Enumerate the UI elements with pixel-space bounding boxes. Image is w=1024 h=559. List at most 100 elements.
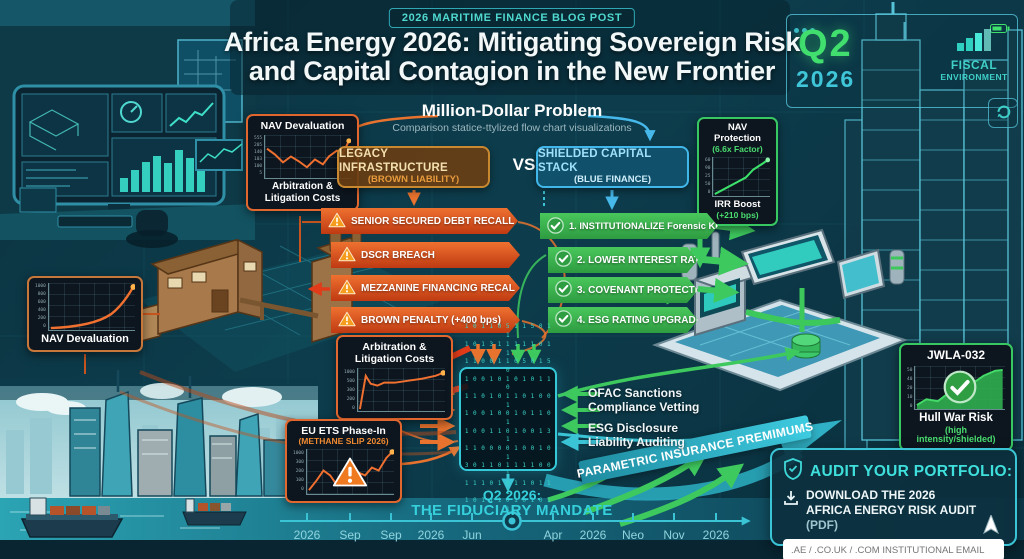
panel-title: NAV Devaluation (41, 333, 129, 345)
benefit-banner-label: 4. ESG RATING UPGRADE (577, 314, 703, 326)
nav-protection-chart (712, 157, 770, 198)
risk-banner-label: SENIOR SECURED DEBT RECALL (351, 215, 515, 227)
esg-line2: Liability Auditing (588, 435, 685, 450)
eu-ets-chart (305, 449, 394, 496)
arbitration-costs-panel: Arbitration & Litigation Costs 1000 500 … (336, 335, 453, 421)
ofac-label: OFAC Sanctions Compliance Vetting (588, 386, 699, 414)
warning-triangle-icon (338, 311, 356, 330)
page-title-line2: and Capital Contagion in the New Frontie… (248, 56, 776, 86)
check-circle-icon (943, 370, 977, 404)
mandate-line2: THE FIDUCIARY MANDATE (411, 502, 613, 519)
timeline-label: Sep (380, 528, 402, 542)
email-input[interactable] (783, 539, 1004, 559)
benefit-banner: 4. ESG RATING UPGRADE (548, 307, 698, 333)
panel-subtitle: (METHANE SLIP 2026) (298, 436, 389, 447)
arbitration-costs-chart (356, 368, 445, 413)
vs-label: VS (512, 155, 536, 174)
legacy-subtitle: (BROWN LIABILITY) (367, 173, 460, 185)
ofac-line2: Compliance Vetting (588, 400, 700, 415)
shielded-subtitle: (BLUE FINANCE) (573, 173, 652, 185)
panel-title: NAV Protection (714, 122, 761, 144)
fiscal-environment-block: FISCAL ENVIRONMENT (933, 29, 1015, 82)
y-axis-ticks: 1000 500 300 200 0 (344, 370, 355, 412)
check-circle-icon (547, 217, 564, 236)
window-dots-icon (794, 20, 818, 38)
benefit-banner-label: 1. INSTITUTIONALIZE Forensic KPIs (569, 221, 730, 231)
benefit-banner: 3. COVENANT PROTECTION (548, 277, 698, 303)
timeline-label: 2026 (579, 528, 607, 542)
shielded-capital-stack-box: SHIELDED CAPITAL STACK (BLUE FINANCE) (536, 146, 689, 188)
risk-banner-label: DSCR BREACH (361, 249, 435, 261)
fiscal-label: FISCAL (950, 58, 998, 72)
panel-title: NAV Devaluation (260, 120, 345, 132)
download-line1: DOWNLOAD THE 2026 (806, 488, 936, 502)
cursor-arrow-icon (983, 513, 999, 540)
legacy-infrastructure-box: LEGACY INFRASTRUCTURE (BROWN LIABILITY) (337, 146, 490, 188)
jwla-panel: JWLA-032 50 40 20 10 0 Hull War Risk (hi… (899, 343, 1013, 452)
risk-banner-label: BROWN PENALTY (+400 bps) (361, 314, 501, 326)
eu-ets-panel: EU ETS Phase-In (METHANE SLIP 2026) 1000… (285, 419, 402, 504)
timeline-label: 2026 (417, 528, 445, 542)
data-matrix-box: 1 0 1 1 0 5 1 1 5 0 1 1 1 0 1 3 1 1 1 1 … (459, 323, 557, 513)
quarter-panel: Q2 2026 FISCAL ENVIRONMENT (786, 14, 1018, 108)
refresh-widget (988, 98, 1018, 128)
quarter-label: Q2 (798, 23, 853, 65)
panel-title: Litigation Costs (354, 353, 435, 366)
panel-caption: Hull War Risk (919, 411, 993, 424)
benefit-banner: 1. INSTITUTIONALIZE Forensic KPIs (540, 213, 718, 239)
hull-war-risk-chart (914, 365, 1005, 410)
check-circle-icon (555, 280, 572, 300)
nav-devaluation-panel: 1000 800 600 400 200 0 NAV Devaluation (27, 276, 143, 353)
download-icon (783, 490, 799, 511)
timeline-label: Nov (663, 528, 685, 542)
esg-label: ESG Disclosure Liability Auditing (588, 421, 685, 449)
shielded-title: SHIELDED CAPITAL STACK (538, 148, 652, 174)
risk-banner: BROWN PENALTY (+400 bps) (331, 307, 520, 333)
timeline-label: 2026 (293, 528, 321, 542)
esg-line1: ESG Disclosure (588, 421, 679, 435)
benefit-banner-label: 2. LOWER INTEREST RATES (577, 254, 714, 266)
environment-label: ENVIRONMENT (940, 72, 1008, 82)
shield-check-icon (783, 458, 803, 485)
audit-cta-panel: AUDIT YOUR PORTFOLIO: DOWNLOAD THE 2026 … (770, 448, 1017, 559)
ofac-line1: OFAC Sanctions (588, 386, 683, 400)
header-badge: 2026 MARITIME FINANCE BLOG POST (388, 8, 636, 28)
panel-title: JWLA-032 (926, 348, 985, 362)
y-axis-ticks: 1000 800 600 400 200 0 (35, 284, 46, 329)
problem-subtitle: Comparison statice-ttylized flow chart v… (392, 122, 632, 134)
download-cta[interactable]: DOWNLOAD THE 2026 AFRICA ENERGY RISK AUD… (783, 488, 1004, 533)
pdf-suffix: (PDF) (806, 518, 838, 532)
warning-triangle-icon (328, 212, 346, 231)
benefit-banner: 2. LOWER INTEREST RATES (548, 247, 698, 273)
risk-banner-label: MEZZANINE FINANCING RECAL (361, 282, 515, 294)
timeline-axis (280, 511, 751, 531)
warning-triangle-icon (338, 246, 356, 265)
cargo-ship-illustration (20, 497, 247, 538)
refresh-icon (994, 102, 1012, 125)
warning-triangle-icon (338, 279, 356, 298)
check-circle-icon (555, 310, 572, 330)
benefit-banner-label: 3. COVENANT PROTECTION (577, 284, 713, 296)
panel-subtitle: (6.6x Factor) (712, 143, 763, 154)
binary-matrix: 1 0 1 1 0 5 1 1 5 0 1 1 1 0 1 3 1 1 1 1 … (464, 323, 552, 513)
nav-devaluation-chart (47, 283, 135, 331)
check-circle-icon (555, 250, 572, 270)
risk-banner: SENIOR SECURED DEBT RECALL (321, 208, 518, 234)
panel-caption2: (high intensity/shielded) (916, 424, 996, 445)
timeline-label: Neo (621, 528, 645, 542)
timeline-label: Apr (543, 528, 563, 542)
city-skyline-illustration (0, 370, 318, 506)
y-axis-ticks: 555 205 140 103 100 5 (254, 136, 263, 177)
y-axis-ticks: 60 90 25 50 0 (705, 158, 711, 196)
mandate-line1: Q2 2026: (482, 487, 542, 503)
risk-banner: MEZZANINE FINANCING RECAL (331, 275, 520, 301)
problem-title: Million-Dollar Problem (421, 101, 603, 120)
timeline-label: 2026 (702, 528, 730, 542)
risk-banner: DSCR BREACH (331, 242, 520, 268)
panel-caption: Arbitration & (271, 181, 334, 193)
audit-heading: AUDIT YOUR PORTFOLIO: (810, 462, 1013, 480)
y-axis-ticks: 50 40 20 10 0 (907, 367, 913, 409)
bar-chart-icon (957, 29, 991, 55)
